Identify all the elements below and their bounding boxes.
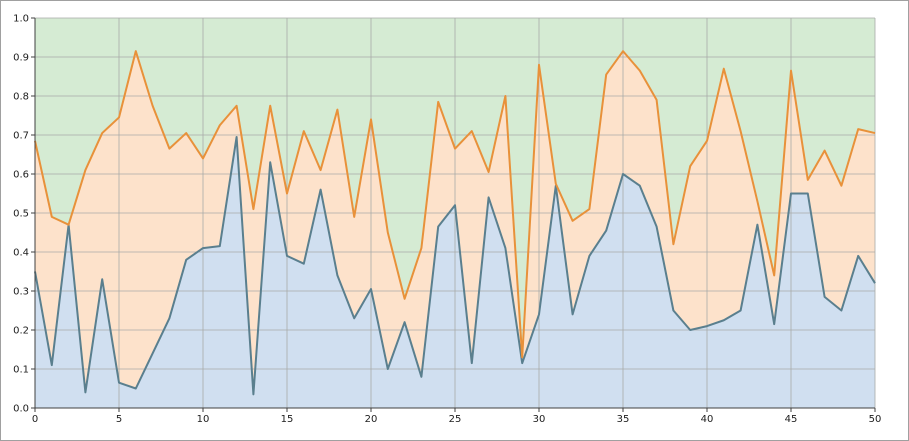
x-tick-label-5: 25	[449, 414, 462, 425]
y-tick-label-5: 0.5	[13, 209, 29, 220]
x-tick-label-9: 45	[785, 414, 798, 425]
x-tick-label-7: 35	[617, 414, 630, 425]
y-tick-label-2: 0.2	[13, 326, 29, 337]
y-tick-label-0: 0.0	[13, 404, 29, 415]
y-tick-label-9: 0.9	[13, 53, 29, 64]
y-tick-label-10: 1.0	[13, 14, 29, 25]
y-tick-label-7: 0.7	[13, 131, 29, 142]
x-tick-label-8: 40	[701, 414, 714, 425]
x-tick-label-4: 20	[365, 414, 378, 425]
x-tick-label-0: 0	[32, 414, 38, 425]
x-tick-label-6: 30	[533, 414, 546, 425]
y-tick-label-6: 0.6	[13, 170, 29, 181]
series-lines	[34, 50, 876, 396]
y-tick-label-4: 0.4	[13, 248, 29, 259]
tick-labels: 0.0 0.1 0.2 0.3 0.4 0.5 0.6 0.7 0.8 0.9 1.0 0 5 10 15 2…	[13, 14, 881, 426]
x-tick-label-2: 10	[197, 414, 210, 425]
y-tick-label-8: 0.8	[13, 92, 29, 103]
series-line-1	[34, 50, 876, 359]
x-tick-label-1: 5	[116, 414, 122, 425]
x-tick-label-3: 15	[281, 414, 294, 425]
x-tick-label-10: 50	[869, 414, 882, 425]
y-tick-label-3: 0.3	[13, 287, 29, 298]
y-tick-label-1: 0.1	[13, 365, 29, 376]
series-line-0	[34, 135, 876, 396]
axes	[31, 17, 876, 412]
